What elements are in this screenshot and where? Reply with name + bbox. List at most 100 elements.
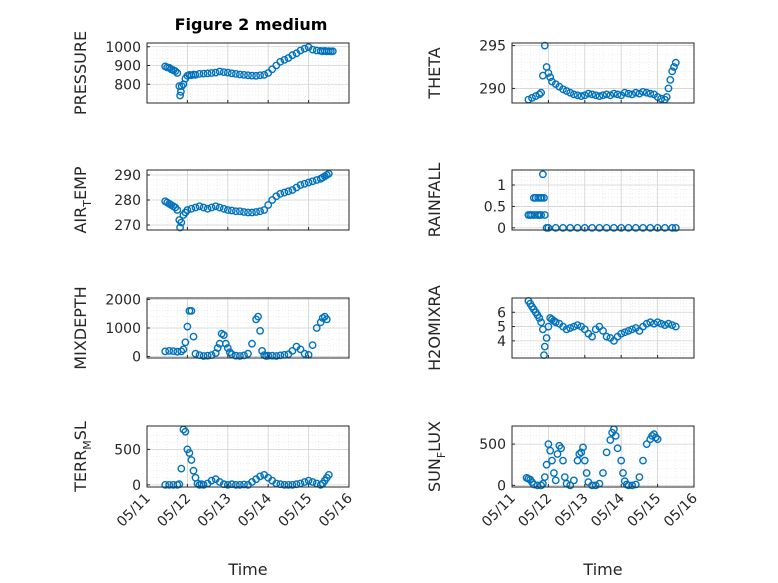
data-point bbox=[219, 331, 228, 339]
data-point bbox=[183, 206, 192, 214]
x-tick-label: 05/14 bbox=[588, 490, 628, 530]
data-point bbox=[544, 322, 553, 331]
data-point bbox=[544, 69, 553, 77]
data-point bbox=[316, 318, 325, 327]
x-tick-label: 05/12 bbox=[154, 491, 194, 531]
data-point bbox=[646, 318, 655, 327]
data-point bbox=[260, 206, 269, 214]
data-point bbox=[588, 90, 596, 99]
data-point bbox=[300, 44, 309, 53]
data-point bbox=[575, 450, 584, 458]
y-axis-label: RAINFALL bbox=[425, 163, 444, 238]
data-point bbox=[550, 469, 558, 477]
data-point bbox=[537, 88, 545, 97]
y-tick-label: 500 bbox=[479, 437, 506, 453]
data-point bbox=[235, 207, 244, 216]
data-point bbox=[304, 476, 313, 485]
data-point bbox=[199, 352, 208, 360]
data-point bbox=[577, 448, 586, 457]
data-point bbox=[566, 481, 575, 490]
data-point bbox=[256, 71, 264, 80]
y-tick-label: 1 bbox=[497, 178, 506, 194]
y-axis-label: H2OMIXRA bbox=[425, 285, 444, 371]
data-point bbox=[646, 89, 655, 98]
data-point bbox=[573, 321, 582, 329]
data-point bbox=[189, 466, 198, 475]
data-point bbox=[181, 427, 190, 436]
axes-box bbox=[511, 425, 695, 488]
data-point bbox=[664, 84, 673, 93]
data-point bbox=[662, 93, 671, 101]
y-tick-label: 800 bbox=[114, 77, 141, 93]
subplot-rainfall: 0 0.5 1 RAINFALL bbox=[425, 163, 695, 238]
y-tick-label: 1000 bbox=[105, 40, 141, 56]
data-point bbox=[651, 433, 660, 442]
x-tick-label: 05/13 bbox=[195, 491, 235, 531]
data-point bbox=[276, 351, 285, 360]
data-point bbox=[628, 481, 636, 490]
y-tick-label: 0 bbox=[132, 350, 141, 366]
data-point bbox=[595, 223, 604, 232]
data-point bbox=[566, 88, 575, 97]
y-tick-label: 6 bbox=[497, 305, 506, 321]
data-point bbox=[244, 71, 252, 80]
data-point bbox=[223, 206, 232, 214]
data-point bbox=[528, 94, 536, 102]
axes-box bbox=[511, 297, 695, 359]
data-point bbox=[646, 223, 655, 232]
data-point bbox=[211, 202, 220, 211]
data-point bbox=[207, 69, 216, 77]
data-point bbox=[548, 456, 556, 465]
data-point bbox=[613, 90, 622, 99]
data-point bbox=[628, 325, 636, 334]
data-point bbox=[304, 178, 313, 187]
y-tick-label: 280 bbox=[114, 193, 141, 209]
data-point bbox=[635, 473, 644, 481]
data-point bbox=[207, 203, 216, 212]
subplot-theta: 290 295 THETA bbox=[425, 39, 695, 104]
data-point bbox=[562, 87, 571, 95]
data-point bbox=[668, 223, 677, 232]
data-point bbox=[187, 204, 196, 213]
data-point bbox=[264, 201, 273, 209]
data-point bbox=[248, 208, 256, 217]
data-point bbox=[539, 170, 547, 179]
data-point bbox=[570, 476, 578, 485]
data-point bbox=[191, 203, 200, 212]
data-point bbox=[165, 480, 174, 489]
y-tick-label: 0 bbox=[497, 478, 506, 494]
data-point bbox=[570, 90, 578, 99]
data-point bbox=[195, 202, 204, 211]
axes-box bbox=[146, 425, 350, 488]
data-point bbox=[240, 480, 248, 489]
data-point bbox=[161, 347, 170, 356]
data-point bbox=[588, 332, 596, 341]
data-point bbox=[223, 68, 232, 77]
data-point bbox=[173, 69, 182, 77]
data-point bbox=[624, 481, 633, 490]
data-point bbox=[268, 65, 277, 74]
data-point bbox=[191, 349, 200, 358]
data-point bbox=[177, 347, 186, 356]
data-point bbox=[588, 481, 596, 490]
data-point bbox=[642, 319, 651, 328]
data-point bbox=[631, 480, 640, 489]
data-point bbox=[559, 223, 567, 232]
data-point bbox=[177, 218, 186, 227]
data-point bbox=[227, 206, 236, 215]
data-point bbox=[639, 223, 647, 232]
data-point bbox=[611, 431, 620, 440]
data-point bbox=[528, 211, 536, 219]
y-axis-label: MIXDEPTH bbox=[71, 286, 90, 369]
data-point bbox=[219, 68, 228, 77]
data-point bbox=[199, 203, 208, 212]
data-point bbox=[580, 91, 589, 100]
data-point bbox=[624, 89, 633, 98]
data-point bbox=[668, 67, 677, 76]
data-point bbox=[171, 67, 180, 76]
data-point bbox=[540, 473, 549, 481]
data-point bbox=[244, 208, 252, 217]
y-tick-label: 0 bbox=[497, 221, 506, 237]
